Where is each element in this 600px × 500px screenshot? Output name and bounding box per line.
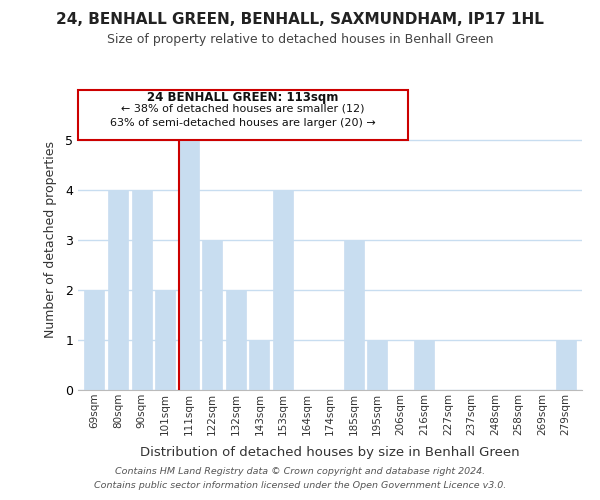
FancyBboxPatch shape [78,90,408,140]
Text: Size of property relative to detached houses in Benhall Green: Size of property relative to detached ho… [107,32,493,46]
Bar [108,190,128,390]
Text: 63% of semi-detached houses are larger (20) →: 63% of semi-detached houses are larger (… [110,118,376,128]
Bar [85,290,104,390]
Text: 24 BENHALL GREEN: 113sqm: 24 BENHALL GREEN: 113sqm [147,90,338,104]
Bar [202,240,222,390]
Bar [556,340,575,390]
Text: Contains public sector information licensed under the Open Government Licence v3: Contains public sector information licen… [94,481,506,490]
Y-axis label: Number of detached properties: Number of detached properties [44,142,57,338]
Bar [131,190,152,390]
Bar [179,140,199,390]
Text: ← 38% of detached houses are smaller (12): ← 38% of detached houses are smaller (12… [121,104,365,114]
Bar [226,290,246,390]
Bar [367,340,387,390]
Bar [414,340,434,390]
Bar [155,290,175,390]
Bar [250,340,269,390]
Text: 24, BENHALL GREEN, BENHALL, SAXMUNDHAM, IP17 1HL: 24, BENHALL GREEN, BENHALL, SAXMUNDHAM, … [56,12,544,28]
Text: Contains HM Land Registry data © Crown copyright and database right 2024.: Contains HM Land Registry data © Crown c… [115,468,485,476]
Bar [273,190,293,390]
X-axis label: Distribution of detached houses by size in Benhall Green: Distribution of detached houses by size … [140,446,520,459]
Bar [344,240,364,390]
